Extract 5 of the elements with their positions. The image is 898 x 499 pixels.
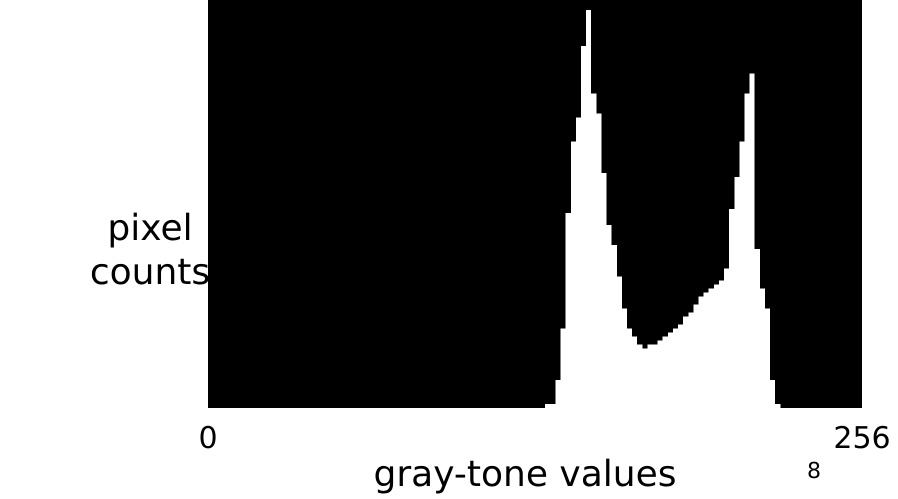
x-axis-title: gray-tone values [373, 454, 677, 495]
text: 8 [807, 459, 821, 484]
x-tick-label: 256 [833, 421, 891, 456]
x-tick-label: 0 [198, 421, 218, 456]
y-axis-title: pixel counts [90, 208, 210, 293]
